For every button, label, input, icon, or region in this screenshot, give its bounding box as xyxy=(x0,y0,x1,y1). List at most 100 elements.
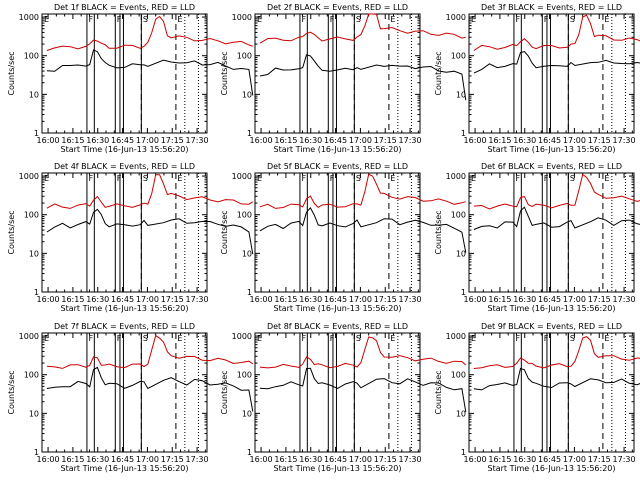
y-tick-label: 1 xyxy=(461,448,466,457)
marker-letter: E xyxy=(257,174,262,183)
x-tick-label: 17:15 xyxy=(588,136,611,145)
panel-det-9: Det 9f BLACK = Events, RED = LLD 1 10 100 10… xyxy=(434,322,640,473)
x-tick-label: 16:00 xyxy=(464,136,487,145)
y-tick-label: 1 xyxy=(34,448,39,457)
marker-letter: E xyxy=(257,15,262,24)
x-tick-label: 17:30 xyxy=(613,136,636,145)
marker-letter: S xyxy=(570,15,575,24)
panel-title: Det 5f BLACK = Events, RED = LLD xyxy=(267,162,408,171)
x-tick-label: 17:30 xyxy=(186,295,209,304)
plot-frame xyxy=(41,172,208,293)
x-tick-label: 16:45 xyxy=(111,136,134,145)
y-tick-label: 10 xyxy=(29,409,39,418)
x-tick-label: 16:00 xyxy=(37,295,60,304)
panel-det-4: Det 4f BLACK = Events, RED = LLD 1 10 100 10… xyxy=(7,162,254,313)
x-tick-label: 17:15 xyxy=(588,295,611,304)
marker-letter: F xyxy=(88,174,93,183)
series-lld-line xyxy=(473,14,640,51)
marker-letter: F xyxy=(301,15,306,24)
marker-letter: S xyxy=(570,334,575,343)
x-tick-label: 17:15 xyxy=(161,455,184,464)
x-tick-label: 16:30 xyxy=(513,136,536,145)
x-tick-label: 17:00 xyxy=(136,455,159,464)
y-axis-label: Counts/sec xyxy=(220,51,229,95)
x-tick-label: 17:00 xyxy=(563,455,586,464)
y-tick-label: 1 xyxy=(247,288,252,297)
marker-letter: E xyxy=(604,15,609,24)
panel-det-3: Det 3f BLACK = Events, RED = LLD 1 10 100 10… xyxy=(434,3,640,154)
x-tick-label: 16:00 xyxy=(250,136,273,145)
marker-letter: E xyxy=(604,174,609,183)
marker-letter: E xyxy=(390,334,395,343)
y-tick-label: 1000 xyxy=(446,172,466,181)
x-axis-label: Start Time (16-Jun-13 15:56:20) xyxy=(488,304,616,313)
y-tick-label: 10 xyxy=(456,249,466,258)
marker-letter: E xyxy=(471,334,476,343)
x-tick-label: 17:30 xyxy=(613,455,636,464)
marker-letter: E xyxy=(390,174,395,183)
x-axis-label: Start Time (16-Jun-13 15:56:20) xyxy=(274,304,402,313)
panel-det-8: Det 8f BLACK = Events, RED = LLD 1 10 100 10… xyxy=(220,322,467,473)
x-tick-label: 17:30 xyxy=(186,455,209,464)
marker-letter: F xyxy=(515,334,520,343)
y-tick-label: 10 xyxy=(242,90,252,99)
series-events-line xyxy=(259,207,467,253)
y-tick-label: 10 xyxy=(456,409,466,418)
x-tick-label: 16:30 xyxy=(513,455,536,464)
y-axis-label: Counts/sec xyxy=(7,370,16,414)
series-lld-line xyxy=(473,336,640,369)
x-axis-label: Start Time (16-Jun-13 15:56:20) xyxy=(61,304,189,313)
y-tick-label: 1 xyxy=(247,129,252,138)
marker-letter: S xyxy=(143,334,148,343)
series-lld-line xyxy=(259,13,466,44)
panel-title: Det 1f BLACK = Events, RED = LLD xyxy=(54,3,195,12)
series-events-line xyxy=(473,51,640,74)
marker-letter: F xyxy=(301,174,306,183)
x-tick-label: 16:15 xyxy=(488,136,511,145)
series-events-line xyxy=(46,49,254,96)
x-tick-label: 17:15 xyxy=(374,136,397,145)
x-tick-label: 16:45 xyxy=(324,136,347,145)
y-tick-label: 1 xyxy=(461,129,466,138)
x-tick-label: 16:30 xyxy=(513,295,536,304)
x-tick-label: 16:00 xyxy=(250,455,273,464)
y-axis-label: Counts/sec xyxy=(434,51,443,95)
x-tick-label: 16:00 xyxy=(464,455,487,464)
x-tick-label: 16:15 xyxy=(61,455,84,464)
panel-det-6: Det 6f BLACK = Events, RED = LLD 1 10 100 10… xyxy=(434,162,640,313)
marker-letter: S xyxy=(570,174,575,183)
x-tick-label: 16:15 xyxy=(274,295,297,304)
x-tick-label: 17:00 xyxy=(136,295,159,304)
marker-letter: S xyxy=(356,334,361,343)
marker-letter: E xyxy=(471,15,476,24)
x-tick-label: 16:15 xyxy=(61,295,84,304)
x-tick-label: 17:15 xyxy=(161,136,184,145)
x-tick-label: 17:15 xyxy=(374,295,397,304)
x-tick-label: 17:00 xyxy=(563,136,586,145)
plot-frame xyxy=(254,332,421,453)
y-tick-label: 10 xyxy=(29,90,39,99)
y-tick-label: 1 xyxy=(34,288,39,297)
marker-letter: F xyxy=(330,174,335,183)
y-tick-label: 1000 xyxy=(19,13,39,22)
x-axis-label: Start Time (16-Jun-13 15:56:20) xyxy=(61,464,189,473)
marker-letter: F xyxy=(544,15,549,24)
marker-letter: S xyxy=(356,174,361,183)
marker-letter: E xyxy=(471,174,476,183)
plot-frame xyxy=(254,13,421,134)
x-axis-label: Start Time (16-Jun-13 15:56:20) xyxy=(488,464,616,473)
marker-letter: S xyxy=(143,174,148,183)
y-tick-label: 1000 xyxy=(232,13,252,22)
y-tick-label: 100 xyxy=(451,371,466,380)
marker-letter: E xyxy=(604,334,609,343)
y-tick-label: 1000 xyxy=(19,172,39,181)
panel-title: Det 8f BLACK = Events, RED = LLD xyxy=(267,322,408,331)
x-tick-label: 17:15 xyxy=(161,295,184,304)
plot-frame xyxy=(468,13,635,134)
x-tick-label: 17:00 xyxy=(349,455,372,464)
marker-letter: F xyxy=(515,174,520,183)
y-tick-label: 100 xyxy=(24,371,39,380)
series-events-line xyxy=(46,208,254,255)
x-tick-label: 16:15 xyxy=(488,295,511,304)
x-tick-label: 16:30 xyxy=(86,455,109,464)
